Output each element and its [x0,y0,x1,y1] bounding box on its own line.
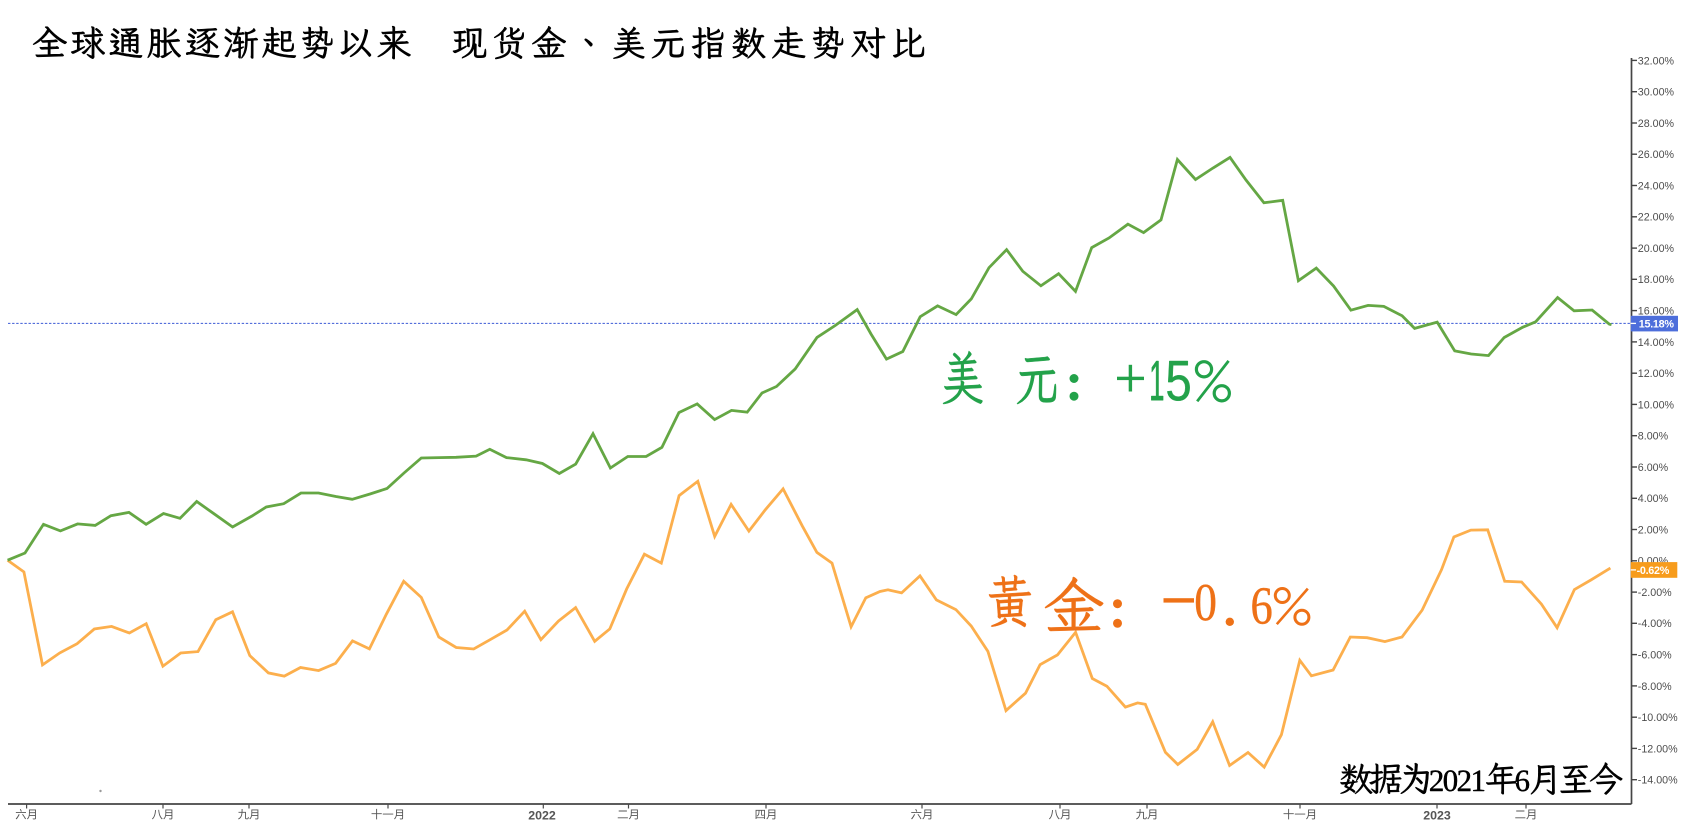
svg-text:2.00%: 2.00% [1638,524,1669,536]
svg-text:8.00%: 8.00% [1638,431,1669,443]
svg-text:28.00%: 28.00% [1638,118,1675,130]
svg-text:22.00%: 22.00% [1638,212,1675,224]
svg-text:16.00%: 16.00% [1638,306,1675,318]
svg-text:-0.62%: -0.62% [1637,565,1670,577]
svg-text:2023: 2023 [1423,809,1451,823]
svg-text:14.00%: 14.00% [1638,337,1675,349]
svg-text:24.00%: 24.00% [1638,180,1675,192]
svg-text:-2.00%: -2.00% [1638,587,1672,599]
svg-text:6.00%: 6.00% [1638,462,1669,474]
svg-text:2022: 2022 [528,809,556,823]
svg-text:10.00%: 10.00% [1638,399,1675,411]
svg-text:-10.00%: -10.00% [1638,712,1678,724]
svg-text:32.00%: 32.00% [1638,55,1675,67]
svg-text:-4.00%: -4.00% [1638,618,1672,630]
svg-text:4.00%: 4.00% [1638,493,1669,505]
svg-text:-8.00%: -8.00% [1638,681,1672,693]
svg-text:-14.00%: -14.00% [1638,775,1678,787]
svg-text:-12.00%: -12.00% [1638,743,1678,755]
svg-text:26.00%: 26.00% [1638,149,1675,161]
svg-text:-6.00%: -6.00% [1638,650,1672,662]
svg-text:30.00%: 30.00% [1638,87,1675,99]
svg-text:20.00%: 20.00% [1638,243,1675,255]
svg-text:12.00%: 12.00% [1638,368,1675,380]
svg-text:15.18%: 15.18% [1639,318,1675,330]
svg-text:18.00%: 18.00% [1638,274,1675,286]
